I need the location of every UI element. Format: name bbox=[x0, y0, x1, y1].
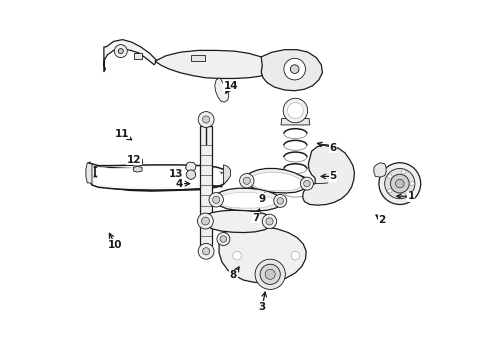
Polygon shape bbox=[98, 167, 220, 186]
Text: 10: 10 bbox=[108, 240, 122, 250]
Circle shape bbox=[262, 214, 277, 229]
Text: 7: 7 bbox=[252, 213, 260, 223]
Circle shape bbox=[401, 170, 406, 174]
Polygon shape bbox=[374, 163, 386, 177]
Polygon shape bbox=[86, 163, 92, 185]
Circle shape bbox=[198, 243, 214, 259]
Circle shape bbox=[274, 194, 287, 207]
Polygon shape bbox=[218, 192, 275, 208]
Circle shape bbox=[260, 264, 280, 284]
Text: 2: 2 bbox=[378, 215, 386, 225]
Circle shape bbox=[401, 193, 406, 197]
Circle shape bbox=[114, 45, 127, 58]
Circle shape bbox=[388, 174, 392, 179]
Polygon shape bbox=[95, 167, 221, 186]
Polygon shape bbox=[303, 145, 354, 205]
Circle shape bbox=[385, 168, 415, 199]
Polygon shape bbox=[242, 168, 309, 193]
Circle shape bbox=[233, 251, 242, 260]
Polygon shape bbox=[248, 172, 303, 191]
Polygon shape bbox=[215, 78, 229, 102]
Text: 8: 8 bbox=[230, 270, 237, 280]
Circle shape bbox=[197, 213, 213, 229]
Circle shape bbox=[213, 196, 220, 203]
Text: 6: 6 bbox=[330, 143, 337, 153]
Text: 3: 3 bbox=[259, 302, 266, 312]
Circle shape bbox=[291, 65, 299, 73]
Circle shape bbox=[243, 177, 250, 184]
Text: 13: 13 bbox=[169, 168, 183, 179]
Circle shape bbox=[283, 98, 308, 123]
Polygon shape bbox=[104, 40, 157, 72]
Circle shape bbox=[255, 259, 285, 289]
Text: 1: 1 bbox=[408, 191, 415, 201]
Polygon shape bbox=[155, 50, 272, 78]
Circle shape bbox=[300, 177, 314, 190]
Circle shape bbox=[198, 112, 214, 127]
Text: 14: 14 bbox=[224, 81, 239, 91]
Polygon shape bbox=[213, 188, 284, 211]
Text: 9: 9 bbox=[259, 194, 266, 204]
Circle shape bbox=[217, 233, 230, 246]
Circle shape bbox=[304, 180, 310, 187]
Circle shape bbox=[391, 174, 409, 193]
Polygon shape bbox=[261, 50, 322, 91]
Circle shape bbox=[202, 116, 210, 123]
Circle shape bbox=[379, 163, 421, 204]
Polygon shape bbox=[132, 157, 143, 166]
Polygon shape bbox=[223, 165, 231, 184]
Circle shape bbox=[186, 170, 196, 179]
Circle shape bbox=[410, 181, 414, 186]
Polygon shape bbox=[219, 226, 306, 283]
Circle shape bbox=[388, 189, 392, 193]
Text: 4: 4 bbox=[176, 179, 183, 189]
Circle shape bbox=[265, 269, 275, 279]
Circle shape bbox=[118, 49, 123, 54]
Circle shape bbox=[395, 179, 404, 188]
Circle shape bbox=[240, 174, 254, 188]
Text: 12: 12 bbox=[127, 155, 142, 165]
Circle shape bbox=[284, 58, 305, 80]
Polygon shape bbox=[200, 126, 212, 245]
Circle shape bbox=[288, 103, 303, 118]
Polygon shape bbox=[202, 210, 273, 233]
Polygon shape bbox=[186, 162, 196, 171]
Circle shape bbox=[266, 218, 273, 225]
Polygon shape bbox=[191, 55, 205, 61]
Polygon shape bbox=[281, 118, 310, 125]
Text: 11: 11 bbox=[115, 129, 129, 139]
Circle shape bbox=[220, 236, 227, 242]
Circle shape bbox=[201, 217, 209, 225]
Polygon shape bbox=[134, 53, 143, 59]
Circle shape bbox=[134, 159, 140, 165]
Polygon shape bbox=[90, 164, 228, 190]
Polygon shape bbox=[133, 166, 142, 172]
Circle shape bbox=[277, 198, 284, 204]
Circle shape bbox=[209, 193, 223, 207]
Circle shape bbox=[291, 251, 300, 260]
Text: 5: 5 bbox=[330, 171, 337, 181]
Circle shape bbox=[202, 248, 210, 255]
